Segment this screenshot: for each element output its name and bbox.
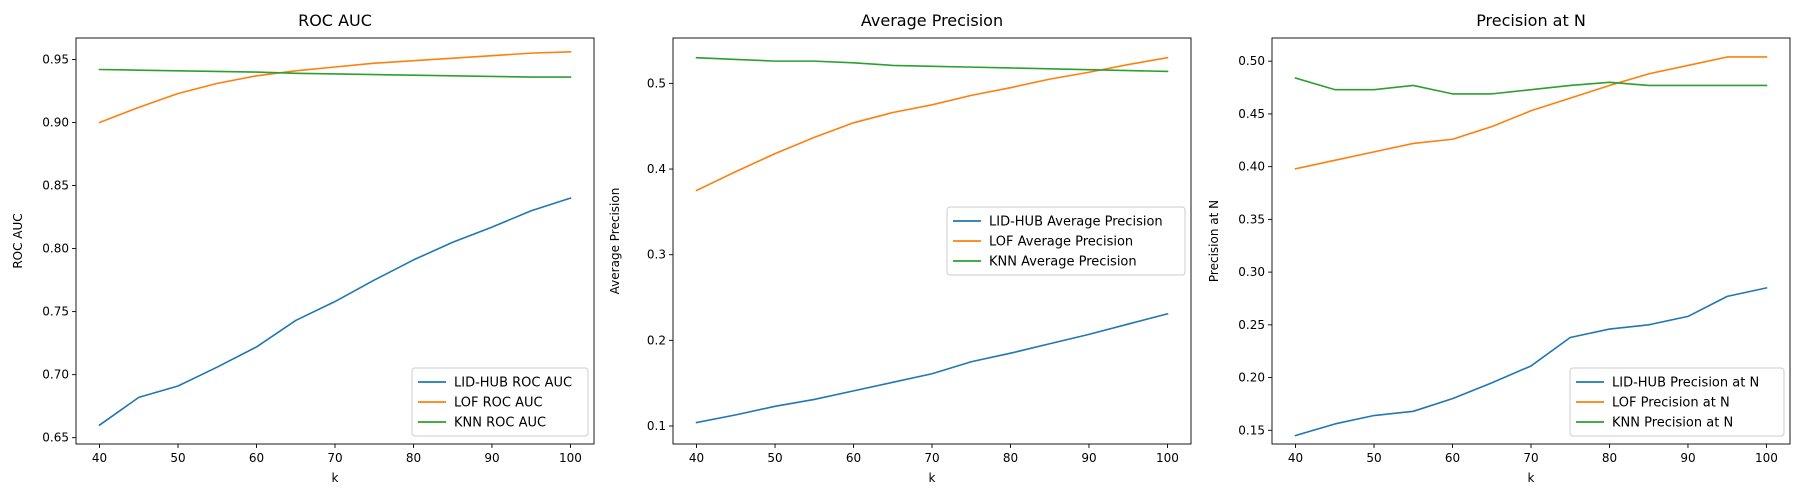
chart2-y-tick-label: 0.35 xyxy=(1238,212,1265,226)
chart0-y-tick-label: 0.80 xyxy=(42,242,69,256)
chart2-y-tick-label: 0.30 xyxy=(1238,265,1265,279)
chart2-y-tick-label: 0.25 xyxy=(1238,318,1265,332)
chart2-y-axis-label: Precision at N xyxy=(1207,200,1221,282)
chart0-series-line-1 xyxy=(98,51,572,124)
chart2-y-tick-label: 0.45 xyxy=(1238,107,1265,121)
chart0-x-tick-label: 40 xyxy=(92,451,107,465)
chart0-y-axis-label: ROC AUC xyxy=(11,213,25,268)
chart2-legend-label-1: LOF Precision at N xyxy=(1612,396,1730,411)
chart1-series-line-1 xyxy=(695,56,1169,192)
chart1-y-tick-label: 0.4 xyxy=(647,162,666,176)
chart0-x-tick-label: 50 xyxy=(170,451,185,465)
chart0-title: ROC AUC xyxy=(298,11,372,30)
chart2-y-tick-label: 0.50 xyxy=(1238,54,1265,68)
chart1-panel: 40 50 60 70 80 90 100 0.1 0.2 0.3 0.4 0.5 Average Pr… xyxy=(608,11,1192,485)
chart2-x-tick-label: 90 xyxy=(1680,451,1695,465)
chart0-y-tick-label: 0.90 xyxy=(42,115,69,129)
chart2-y-tick-label: 0.20 xyxy=(1238,371,1265,385)
chart2-x-tick-label: 50 xyxy=(1366,451,1381,465)
chart2-legend-box xyxy=(1569,367,1785,437)
chart0-x-axis-label: k xyxy=(332,471,339,485)
chart1-y-tick-label: 0.5 xyxy=(647,76,666,90)
chart0-legend-label-1: LOF ROC AUC xyxy=(454,396,543,411)
chart1-x-axis-label: k xyxy=(929,471,936,485)
chart1-x-tick-label: 80 xyxy=(1003,451,1018,465)
chart0-y-tick-label: 0.75 xyxy=(42,305,69,319)
chart0-legend: LID-HUB ROC AUC LOF ROC AUC KNN ROC AUC xyxy=(411,367,589,437)
chart0-x-tick-label: 100 xyxy=(559,451,582,465)
chart2-legend-label-0: LID-HUB Precision at N xyxy=(1612,376,1759,391)
chart2-panel: 40 50 60 70 80 90 100 0.15 0.20 0.25 0.30 0.35 0.40 0… xyxy=(1207,11,1791,485)
chart1-y-tick-label: 0.3 xyxy=(647,248,666,262)
chart2-legend: LID-HUB Precision at N LOF Precision at N… xyxy=(1569,367,1785,437)
chart1-legend: LID-HUB Average Precision LOF Average Pre… xyxy=(946,206,1186,276)
chart2-x-tick-label: 60 xyxy=(1445,451,1460,465)
chart2-x-tick-label: 70 xyxy=(1523,451,1538,465)
chart1-x-tick-label: 100 xyxy=(1156,451,1179,465)
chart1-x-tick-label: 70 xyxy=(924,451,939,465)
chart1-x-tick-label: 90 xyxy=(1081,451,1096,465)
chart1-x-tick-label: 60 xyxy=(846,451,861,465)
chart1-series-line-0 xyxy=(695,312,1169,424)
chart2-y-tick-label: 0.15 xyxy=(1238,423,1265,437)
chart0-x-tick-label: 70 xyxy=(327,451,342,465)
chart0-x-tick-label: 80 xyxy=(406,451,421,465)
chart0-y-tick-label: 0.95 xyxy=(42,52,69,66)
chart0-series-line-2 xyxy=(98,68,572,78)
chart0-y-tick-label: 0.65 xyxy=(42,431,69,445)
chart2-x-tick-label: 100 xyxy=(1755,451,1778,465)
chart0-x-tick-label: 90 xyxy=(484,451,499,465)
chart2-x-axis-label: k xyxy=(1528,471,1535,485)
chart1-x-tick-label: 40 xyxy=(689,451,704,465)
chart0-legend-label-0: LID-HUB ROC AUC xyxy=(454,376,572,391)
chart2-x-tick-label: 80 xyxy=(1602,451,1617,465)
chart1-legend-box xyxy=(946,206,1186,276)
chart2-x-tick-label: 40 xyxy=(1288,451,1303,465)
chart1-legend-label-1: LOF Average Precision xyxy=(989,235,1133,250)
chart0-x-tick-label: 60 xyxy=(249,451,264,465)
chart2-legend-label-2: KNN Precision at N xyxy=(1612,416,1733,431)
chart0-y-tick-label: 0.85 xyxy=(42,179,69,193)
chart1-legend-label-0: LID-HUB Average Precision xyxy=(989,215,1163,230)
chart1-y-tick-label: 0.1 xyxy=(647,419,666,433)
chart2-series-line-2 xyxy=(1294,77,1768,95)
chart2-y-tick-label: 0.40 xyxy=(1238,160,1265,174)
chart1-y-tick-label: 0.2 xyxy=(647,333,666,347)
chart0-panel: 40 50 60 70 80 90 100 0.65 0.70 0.75 0.80 0.85 0.90 0… xyxy=(11,11,595,485)
chart1-legend-label-2: KNN Average Precision xyxy=(989,255,1137,270)
chart2-title: Precision at N xyxy=(1476,11,1586,30)
chart1-title: Average Precision xyxy=(861,11,1003,30)
chart0-y-tick-label: 0.70 xyxy=(42,368,69,382)
chart0-series-line-0 xyxy=(98,197,572,427)
chart1-series-line-2 xyxy=(695,56,1169,73)
chart0-legend-box xyxy=(411,367,589,437)
chart2-series-line-1 xyxy=(1294,56,1768,170)
chart0-legend-label-2: KNN ROC AUC xyxy=(454,416,546,431)
chart1-x-tick-label: 50 xyxy=(767,451,782,465)
chart2-series-line-0 xyxy=(1294,286,1768,437)
chart1-y-axis-label: Average Precision xyxy=(608,188,622,295)
